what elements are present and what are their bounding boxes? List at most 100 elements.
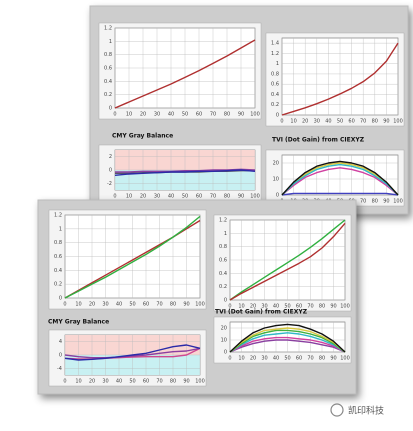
x-tick-label: 70 xyxy=(156,379,162,385)
y-tick-label: 10 xyxy=(273,177,279,183)
y-tick-label: 1 xyxy=(276,61,279,67)
x-tick-label: 10 xyxy=(75,379,81,385)
chart-title: CMY Gray Balance xyxy=(48,319,109,326)
x-tick-label: 40 xyxy=(168,112,174,118)
x-tick-label: 10 xyxy=(126,194,132,200)
x-tick-label: 40 xyxy=(116,379,122,385)
y-tick-label: 0.6 xyxy=(54,254,62,260)
x-tick-label: 80 xyxy=(319,356,325,362)
y-tick-label: 1.2 xyxy=(219,218,227,224)
y-tick-label: 0 xyxy=(276,113,279,119)
x-tick-label: 90 xyxy=(383,199,389,205)
x-tick-label: 90 xyxy=(183,302,189,308)
series-line xyxy=(64,344,201,361)
chart-title: TVI (Dot Gain) from CIEXYZ xyxy=(215,309,308,316)
x-tick-label: 20 xyxy=(250,356,256,362)
series-line xyxy=(229,222,346,301)
series-line xyxy=(229,336,346,353)
watermark-icon xyxy=(330,403,344,417)
x-tick-label: 60 xyxy=(348,119,354,125)
x-tick-label: 60 xyxy=(296,356,302,362)
series-line xyxy=(114,39,256,109)
y-tick-label: 0.2 xyxy=(219,284,227,290)
x-tick-label: 60 xyxy=(296,304,302,310)
series-line xyxy=(229,332,346,353)
x-tick-label: 20 xyxy=(302,119,308,125)
x-tick-label: 0 xyxy=(228,356,231,362)
y-tick-label: 1.4 xyxy=(271,41,279,47)
series-line xyxy=(229,327,346,353)
x-tick-label: 0 xyxy=(113,112,116,118)
watermark: 凯印科技 xyxy=(330,403,384,417)
x-tick-label: 60 xyxy=(143,302,149,308)
x-tick-label: 80 xyxy=(224,112,230,118)
x-tick-label: 70 xyxy=(210,112,216,118)
x-tick-label: 30 xyxy=(314,119,320,125)
x-tick-label: 100 xyxy=(393,199,403,205)
y-tick-label: 1 xyxy=(224,231,227,237)
x-tick-label: 100 xyxy=(340,304,350,310)
y-tick-label: 0.8 xyxy=(219,244,227,250)
x-tick-label: 30 xyxy=(154,194,160,200)
x-tick-label: 50 xyxy=(129,379,135,385)
x-tick-label: 100 xyxy=(393,119,403,125)
y-tick-label: 0.4 xyxy=(219,271,227,277)
x-tick-label: 80 xyxy=(170,379,176,385)
x-tick-label: 90 xyxy=(383,119,389,125)
x-tick-label: 20 xyxy=(89,302,95,308)
x-tick-label: 40 xyxy=(168,194,174,200)
y-tick-label: 0.6 xyxy=(271,82,279,88)
x-tick-label: 70 xyxy=(307,304,313,310)
x-tick-label: 0 xyxy=(280,119,283,125)
x-tick-label: 50 xyxy=(337,119,343,125)
series-line xyxy=(281,192,399,196)
x-tick-label: 30 xyxy=(261,304,267,310)
x-tick-label: 100 xyxy=(250,112,260,118)
x-tick-label: 80 xyxy=(170,302,176,308)
y-tick-label: 20 xyxy=(273,161,279,167)
y-tick-label: 0 xyxy=(59,353,62,359)
x-tick-label: 60 xyxy=(196,112,202,118)
series-line xyxy=(229,219,346,301)
x-tick-label: 100 xyxy=(250,194,260,200)
x-tick-label: 20 xyxy=(89,379,95,385)
x-tick-label: 70 xyxy=(360,119,366,125)
y-tick-label: 0.4 xyxy=(104,79,112,85)
y-tick-label: 0.6 xyxy=(219,258,227,264)
series-line xyxy=(114,169,256,177)
y-tick-label: 0.8 xyxy=(104,52,112,58)
x-tick-label: 40 xyxy=(273,304,279,310)
x-tick-label: 100 xyxy=(340,356,350,362)
x-tick-label: 30 xyxy=(154,112,160,118)
y-tick-label: 1.2 xyxy=(104,26,112,32)
x-tick-label: 0 xyxy=(63,302,66,308)
x-tick-label: 30 xyxy=(261,356,267,362)
series-line xyxy=(281,163,399,196)
y-tick-label: 0.8 xyxy=(271,71,279,77)
watermark-text: 凯印科技 xyxy=(348,405,384,417)
y-tick-label: 1 xyxy=(59,226,62,232)
x-tick-label: 70 xyxy=(360,199,366,205)
y-tick-label: 1 xyxy=(109,39,112,45)
series-line xyxy=(281,167,399,196)
series-line xyxy=(281,162,399,196)
series-line xyxy=(281,160,399,196)
x-tick-label: 90 xyxy=(238,112,244,118)
x-tick-label: 70 xyxy=(307,356,313,362)
x-tick-label: 70 xyxy=(156,302,162,308)
series-line xyxy=(64,347,201,359)
x-tick-label: 60 xyxy=(143,379,149,385)
chart-title: CMY Gray Balance xyxy=(112,133,173,140)
x-tick-label: 10 xyxy=(238,304,244,310)
y-tick-label: 0 xyxy=(59,296,62,302)
x-tick-label: 50 xyxy=(284,304,290,310)
y-tick-label: 0.2 xyxy=(54,282,62,288)
x-tick-label: 20 xyxy=(250,304,256,310)
y-tick-label: 0.2 xyxy=(104,92,112,98)
y-tick-label: 0 xyxy=(224,350,227,356)
x-tick-label: 30 xyxy=(102,302,108,308)
back-charts: 00.20.40.60.811.20 10 20 30 40 50 60 70 80 90 100 0… xyxy=(98,22,405,207)
x-tick-label: 90 xyxy=(183,379,189,385)
x-tick-label: 50 xyxy=(129,302,135,308)
y-tick-label: 0 xyxy=(109,168,112,174)
